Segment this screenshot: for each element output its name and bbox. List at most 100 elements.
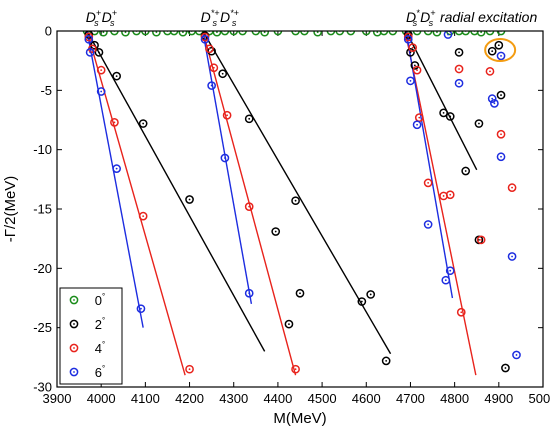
point-center bbox=[449, 269, 452, 272]
legend-marker-center bbox=[73, 323, 75, 325]
point-center bbox=[288, 323, 290, 326]
point-6deg bbox=[423, 220, 433, 229]
point-0deg bbox=[205, 31, 214, 36]
point-center bbox=[447, 33, 449, 36]
point-6deg bbox=[200, 34, 210, 44]
point-center bbox=[223, 157, 226, 159]
point-0deg bbox=[388, 31, 398, 36]
point-center bbox=[458, 68, 460, 70]
point-6deg bbox=[220, 153, 230, 163]
point-0deg bbox=[476, 31, 486, 37]
point-center bbox=[427, 223, 430, 226]
point-0deg bbox=[220, 31, 230, 36]
y-tick-label: -15 bbox=[33, 202, 52, 217]
legend-marker-4 bbox=[69, 343, 79, 353]
point-0deg bbox=[82, 31, 92, 36]
point-4deg bbox=[209, 63, 219, 73]
point-4deg bbox=[408, 43, 418, 52]
point-0deg bbox=[99, 31, 108, 37]
point-center bbox=[427, 181, 430, 184]
point-center bbox=[188, 368, 191, 371]
point-center bbox=[504, 367, 507, 369]
point-4deg bbox=[291, 364, 300, 374]
point-center bbox=[491, 97, 494, 100]
point-center bbox=[444, 279, 447, 282]
point-center bbox=[182, 31, 184, 34]
legend-label-0: 0° bbox=[95, 292, 105, 308]
axis-ticks: 3900 4000 4100 4200 4300 4400 4500 4600 4700 4800… bbox=[33, 24, 550, 407]
point-center bbox=[188, 198, 191, 201]
point-4deg bbox=[423, 178, 433, 188]
fit-line-6deg bbox=[405, 31, 454, 299]
point-4deg bbox=[412, 65, 422, 75]
point-0deg bbox=[169, 31, 179, 36]
point-0deg bbox=[273, 31, 283, 36]
x-axis-title: M(MeV) bbox=[273, 410, 326, 427]
legend-marker-center bbox=[73, 299, 75, 301]
point-center bbox=[411, 46, 414, 49]
annotation-label: D*+ s D*+ s bbox=[201, 8, 239, 28]
point-center bbox=[515, 354, 518, 356]
x-tick-label: 4700 bbox=[396, 391, 425, 406]
point-center bbox=[511, 255, 513, 258]
fit-line-6deg bbox=[202, 31, 253, 305]
point-2deg bbox=[271, 227, 281, 236]
point-center bbox=[500, 155, 502, 158]
legend-marker-6 bbox=[69, 367, 79, 377]
point-center bbox=[212, 66, 215, 69]
point-center bbox=[416, 123, 418, 126]
point-center bbox=[124, 31, 127, 34]
point-center bbox=[491, 50, 494, 53]
point-center bbox=[316, 31, 319, 34]
point-0deg bbox=[90, 31, 99, 36]
point-center bbox=[464, 170, 467, 172]
point-center bbox=[263, 31, 266, 34]
point-center bbox=[210, 84, 213, 87]
y-axis-title: -Γ/2(MeV) bbox=[2, 176, 19, 243]
point-6deg bbox=[487, 94, 497, 103]
legend-marker-0 bbox=[69, 295, 79, 305]
point-2deg bbox=[291, 196, 300, 206]
point-2deg bbox=[366, 290, 376, 299]
y-tick-label: -20 bbox=[33, 261, 52, 276]
point-4deg bbox=[222, 110, 232, 120]
point-center bbox=[460, 311, 463, 314]
point-6deg bbox=[406, 76, 415, 86]
point-center bbox=[458, 82, 460, 85]
annotation-label: D+ s D+ s bbox=[86, 8, 117, 28]
point-0deg bbox=[379, 31, 389, 36]
point-center bbox=[102, 31, 105, 34]
point-center bbox=[478, 122, 480, 125]
point-center bbox=[500, 55, 502, 57]
point-center bbox=[299, 292, 301, 295]
x-tick-label: 4100 bbox=[131, 391, 160, 406]
point-0deg bbox=[313, 31, 323, 37]
point-0deg bbox=[485, 31, 495, 36]
point-center bbox=[155, 31, 158, 34]
point-4deg bbox=[185, 364, 194, 374]
point-center bbox=[409, 79, 412, 82]
point-center bbox=[142, 215, 145, 218]
point-center bbox=[221, 72, 224, 75]
point-0deg bbox=[187, 31, 197, 36]
point-center bbox=[274, 230, 277, 233]
point-4deg bbox=[485, 66, 495, 76]
point-0deg bbox=[121, 31, 130, 37]
point-0deg bbox=[412, 31, 422, 36]
legend-marker-center bbox=[73, 347, 75, 349]
point-center bbox=[226, 114, 229, 117]
point-center bbox=[497, 44, 500, 47]
x-tick-label: 4500 bbox=[308, 391, 337, 406]
point-center bbox=[98, 51, 100, 54]
x-tick-label: 3900 bbox=[43, 391, 72, 406]
legend-marker-center bbox=[73, 371, 75, 373]
legend-box bbox=[59, 287, 123, 385]
point-2deg bbox=[410, 61, 420, 70]
point-6deg bbox=[512, 350, 521, 360]
y-tick-label: -10 bbox=[33, 142, 52, 157]
point-center bbox=[248, 117, 251, 120]
point-6deg bbox=[96, 87, 106, 96]
point-2deg bbox=[461, 166, 471, 176]
point-center bbox=[489, 70, 491, 73]
point-6deg bbox=[136, 304, 146, 314]
